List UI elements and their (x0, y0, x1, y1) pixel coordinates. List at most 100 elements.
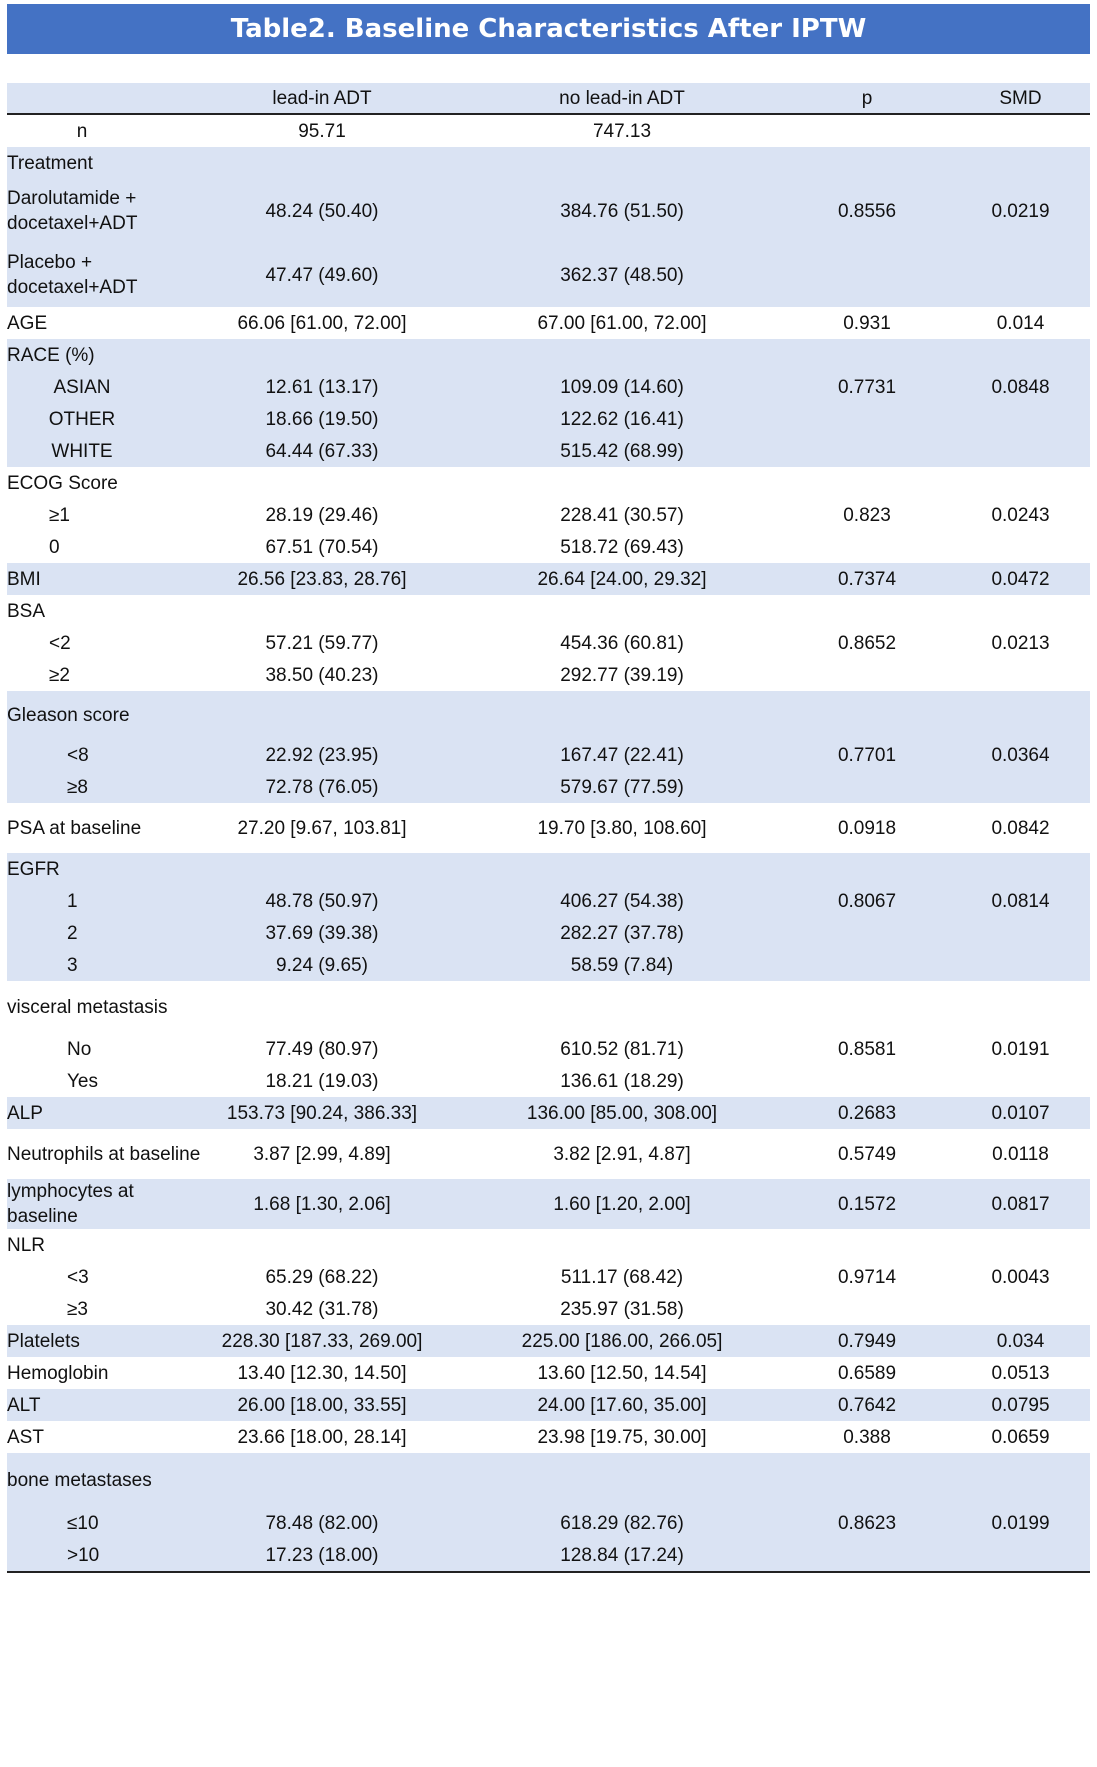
table-row: Gleason score (7, 691, 1090, 739)
lead-in-adt-value: 228.30 [187.33, 269.00] (221, 1330, 423, 1352)
column-header-smd: SMD (999, 87, 1042, 109)
table-row: ALP 153.73 [90.24, 386.33] 136.00 [85.00, … (7, 1097, 1090, 1129)
lead-in-adt-value: 26.56 [23.83, 28.76] (237, 568, 407, 590)
table-row: <3 65.29 (68.22) 511.17 (68.42) 0.9714 0.004… (7, 1261, 1090, 1293)
row-label: bone metastases (7, 1469, 152, 1491)
smd-value (951, 691, 1090, 739)
lead-in-adt-value (207, 853, 437, 885)
no-lead-in-adt-value: 1.60 [1.20, 2.00] (553, 1193, 691, 1215)
no-lead-in-adt-value: 362.37 (48.50) (560, 264, 684, 286)
smd-value: 0.0817 (991, 1193, 1050, 1215)
header-row: lead-in ADT no lead-in ADT p SMD (7, 83, 1090, 113)
p-value: 0.8623 (837, 1512, 897, 1534)
p-value (797, 949, 937, 981)
p-value (797, 1229, 937, 1261)
table-row: 1 48.78 (50.97) 406.27 (54.38) 0.8067 0.0814 (7, 885, 1090, 917)
p-value: 0.931 (843, 312, 891, 334)
row-label: <8 (67, 744, 89, 766)
smd-value (951, 595, 1090, 627)
p-value: 0.2683 (837, 1102, 897, 1124)
smd-value: 0.0472 (991, 568, 1050, 590)
column-header-p: p (861, 87, 873, 109)
no-lead-in-adt-value: 23.98 [19.75, 30.00] (537, 1426, 707, 1448)
no-lead-in-adt-value: 384.76 (51.50) (560, 200, 684, 222)
table-row: BMI 26.56 [23.83, 28.76] 26.64 [24.00, 29.… (7, 563, 1090, 595)
no-lead-in-adt-value: 515.42 (68.99) (560, 440, 684, 462)
smd-value: 0.0199 (991, 1512, 1050, 1534)
table-row: ≥2 38.50 (40.23) 292.77 (39.19) (7, 659, 1090, 691)
p-value: 0.7949 (837, 1330, 897, 1352)
lead-in-adt-value: 57.21 (59.77) (265, 632, 379, 654)
table-row: 2 37.69 (39.38) 282.27 (37.78) (7, 917, 1090, 949)
smd-value: 0.0364 (991, 744, 1050, 766)
smd-value (951, 981, 1090, 1033)
table-row: EGFR (7, 853, 1090, 885)
smd-value (951, 531, 1090, 563)
row-label: No (67, 1038, 92, 1060)
table-row: Treatment (7, 147, 1090, 179)
table-row: ASIAN 12.61 (13.17) 109.09 (14.60) 0.7731 0.… (7, 371, 1090, 403)
table-row: Hemoglobin 13.40 [12.30, 14.50] 13.60 [12.… (7, 1357, 1090, 1389)
table-row: BSA (7, 595, 1090, 627)
smd-value (951, 1065, 1090, 1097)
table-row: NLR (7, 1229, 1090, 1261)
row-label: ECOG Score (7, 472, 118, 494)
smd-value: 0.0795 (991, 1394, 1050, 1416)
lead-in-adt-value (207, 339, 437, 371)
lead-in-adt-value: 48.78 (50.97) (265, 890, 379, 912)
smd-value (951, 1539, 1090, 1571)
lead-in-adt-value (207, 147, 437, 179)
row-label: WHITE (51, 440, 113, 462)
lead-in-adt-value: 28.19 (29.46) (265, 504, 379, 526)
p-value (797, 981, 937, 1033)
lead-in-adt-value: 153.73 [90.24, 386.33] (226, 1102, 418, 1124)
table-row: ≥1 28.19 (29.46) 228.41 (30.57) 0.823 0.0243 (7, 499, 1090, 531)
lead-in-adt-value (207, 691, 437, 739)
table-title: Table2. Baseline Characteristics After I… (7, 4, 1090, 54)
p-value (797, 403, 937, 435)
smd-value: 0.0243 (991, 504, 1050, 526)
baseline-table: lead-in ADT no lead-in ADT p SMD n 95.71 747.1… (7, 83, 1090, 1573)
smd-value (951, 339, 1090, 371)
smd-value (951, 467, 1090, 499)
p-value (797, 435, 937, 467)
column-header-no-lead-in-adt: no lead-in ADT (559, 87, 685, 109)
smd-value: 0.0848 (991, 376, 1050, 398)
lead-in-adt-value: 65.29 (68.22) (265, 1266, 379, 1288)
p-value: 0.8581 (837, 1038, 897, 1060)
smd-value: 0.0213 (991, 632, 1050, 654)
smd-value (951, 1453, 1090, 1507)
row-label: 3 (67, 954, 78, 976)
lead-in-adt-value: 17.23 (18.00) (265, 1544, 379, 1566)
row-label: ≥1 (49, 504, 70, 526)
p-value (797, 595, 937, 627)
no-lead-in-adt-value (487, 1229, 757, 1261)
p-value: 0.7731 (837, 376, 897, 398)
p-value (797, 115, 937, 147)
lead-in-adt-value: 1.68 [1.30, 2.06] (253, 1193, 391, 1215)
p-value: 0.7701 (837, 744, 897, 766)
lead-in-adt-value: 47.47 (49.60) (265, 264, 379, 286)
p-value: 0.5749 (837, 1143, 897, 1165)
p-value: 0.7374 (837, 568, 897, 590)
lead-in-adt-value: 64.44 (67.33) (265, 440, 379, 462)
table-row: 3 9.24 (9.65) 58.59 (7.84) (7, 949, 1090, 981)
no-lead-in-adt-value: 167.47 (22.41) (560, 744, 684, 766)
row-label: AGE (7, 312, 48, 334)
no-lead-in-adt-value (487, 595, 757, 627)
no-lead-in-adt-value: 122.62 (16.41) (560, 408, 684, 430)
lead-in-adt-value (207, 981, 437, 1033)
table-row: No 77.49 (80.97) 610.52 (81.71) 0.8581 0.019… (7, 1033, 1090, 1065)
table-row: bone metastases (7, 1453, 1090, 1507)
no-lead-in-adt-value: 3.82 [2.91, 4.87] (553, 1143, 691, 1165)
no-lead-in-adt-value: 225.00 [186.00, 266.05] (521, 1330, 723, 1352)
smd-value (951, 1229, 1090, 1261)
row-label: Hemoglobin (7, 1362, 109, 1384)
no-lead-in-adt-value: 136.61 (18.29) (560, 1070, 684, 1092)
no-lead-in-adt-value (487, 853, 757, 885)
lead-in-adt-value (207, 467, 437, 499)
table-row: ≥3 30.42 (31.78) 235.97 (31.58) (7, 1293, 1090, 1325)
no-lead-in-adt-value (487, 339, 757, 371)
table-row: 0 67.51 (70.54) 518.72 (69.43) (7, 531, 1090, 563)
row-label: Neutrophils at baseline (7, 1143, 201, 1165)
